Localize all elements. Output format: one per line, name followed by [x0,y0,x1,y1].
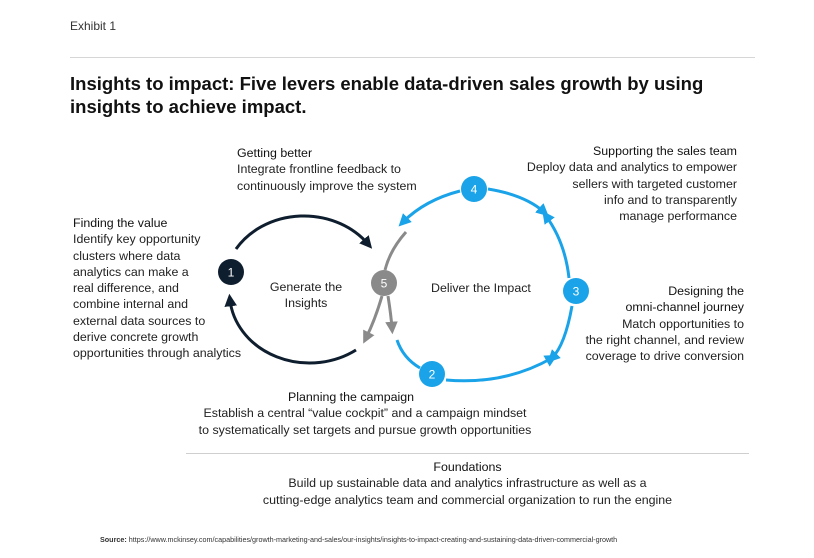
svg-text:2: 2 [429,368,436,382]
lever-body: Identify key opportunity clusters where … [73,232,242,361]
left-loop-top-arc [234,214,373,250]
gray-upper-arc [383,231,408,271]
lever-heading: Getting better [237,146,313,160]
foundations-body: Build up sustainable data and analytics … [262,476,673,507]
lever-body: Establish a central “value cockpit” and … [198,406,532,437]
source-url[interactable]: https://www.mckinsey.com/capabilities/gr… [128,535,618,544]
page-title: Insights to impact: Five levers enable d… [70,73,704,117]
right-loop-3-to-4-arc [542,210,571,279]
source-note: Source: https://www.mckinsey.com/capabil… [100,535,617,544]
lever-heading: Supporting the sales team [593,144,737,158]
right-loop-top-arc [398,189,461,227]
lever-getting-better: Getting better Integrate frontline feedb… [237,145,417,194]
top-divider [70,57,755,58]
right-loop-4-to-3-arc [487,187,549,217]
node-4: 4 [461,176,487,202]
svg-text:5: 5 [381,277,388,291]
right-loop-bottom-arc [395,339,421,370]
lever-heading: Finding the value [73,216,168,230]
lever-body: Integrate frontline feedback to continuo… [237,162,417,193]
lever-finding-value: Finding the value Identify key opportuni… [73,215,241,362]
lever-omni-channel: Designing the omni-channel journey Match… [560,283,744,364]
exhibit-label: Exhibit 1 [70,19,117,33]
lever-body: Match opportunities to the right channel… [585,316,744,364]
source-label: Source: [100,535,127,544]
generate-insights-label: Generate the Insights [269,280,343,311]
lever-body: Deploy data and analytics to empower sel… [526,160,737,224]
foundations-block: Foundations Build up sustainable data an… [186,459,749,508]
lever-supporting-sales: Supporting the sales team Deploy data an… [500,143,737,224]
deliver-impact-label: Deliver the Impact [431,281,531,295]
left-loop-bottom-arc [224,293,357,365]
svg-text:4: 4 [471,183,478,197]
foundations-divider [186,453,749,454]
lever-heading: Designing the omni-channel journey [625,284,744,315]
node-1: 1 [218,259,244,285]
right-loop-2-to-3-arc [445,354,558,383]
lever-heading: Planning the campaign [288,390,415,404]
node-5: 5 [371,270,397,296]
svg-text:1: 1 [228,266,235,280]
node-2: 2 [419,361,445,387]
gray-lower-arc-2 [385,295,398,335]
foundations-heading: Foundations [433,460,502,474]
lever-planning-campaign: Planning the campaign Establish a centra… [185,389,545,438]
gray-lower-arc [363,295,384,344]
svg-text:3: 3 [573,285,580,299]
node-3: 3 [563,278,589,304]
